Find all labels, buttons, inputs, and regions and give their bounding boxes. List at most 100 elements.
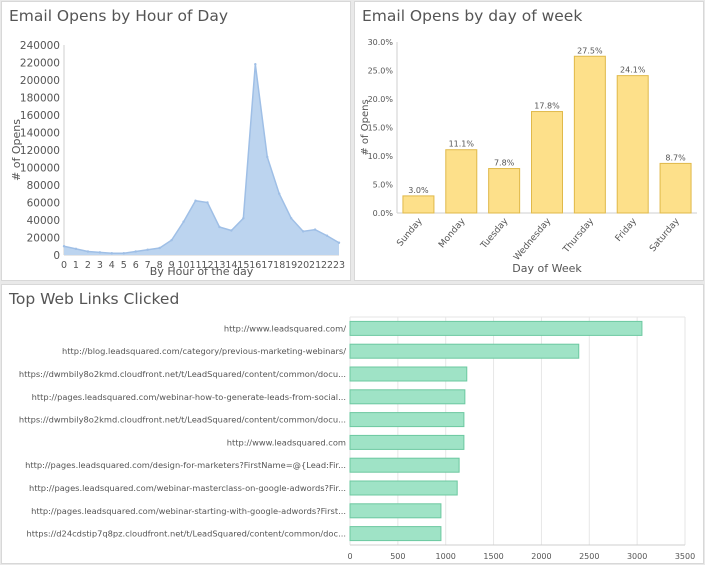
link-label: https://dwmbily8o2kmd.cloudfront.net/t/L…	[19, 369, 346, 379]
y-tick-label: 240000	[20, 40, 60, 52]
data-point	[86, 250, 90, 253]
bar-value-label: 7.8%	[494, 159, 515, 168]
x-tick-label: Saturday	[648, 216, 682, 254]
y-tick-label: 20.0%	[368, 95, 394, 104]
x-tick-label: 21	[309, 260, 321, 271]
y-tick-label: 180000	[20, 93, 60, 105]
x-tick-label: 19	[285, 260, 297, 271]
weekday-opens-chart: 0.0% 5.0% 10.0% 15.0% 20.0% 25.0% 30.0% 3.0% Sun…	[360, 38, 697, 275]
y-tick-label: 40000	[27, 215, 60, 227]
y-tick-label: 20000	[27, 233, 60, 245]
x-tick-label: 16	[249, 260, 261, 271]
y-tick-label: 200000	[20, 75, 60, 87]
y-tick-label: 0	[53, 250, 60, 262]
x-tick-label: 4	[109, 260, 115, 271]
web-links-chart: 0 500 1000 1500 2000 2500 3000 3500 http://www.l…	[19, 316, 695, 561]
y-tick-label: 0.0%	[373, 209, 394, 218]
opens-line	[63, 64, 340, 254]
x-tick-label: 8	[157, 260, 163, 271]
day-bar	[488, 168, 521, 214]
y-tick-label: 15.0%	[368, 124, 394, 133]
data-point	[254, 63, 257, 66]
x-tick-label: 5	[121, 260, 127, 271]
data-point	[301, 230, 305, 233]
data-point	[122, 252, 125, 255]
data-point	[218, 225, 221, 229]
y-tick-label: 30.0%	[368, 38, 394, 47]
data-point	[278, 192, 281, 195]
x-tick-label: 2000	[531, 552, 551, 561]
link-label: https://d24cdstip7q8pz.cloudfront.net/t/…	[27, 529, 346, 539]
x-axis-label: Day of Week	[512, 262, 582, 275]
x-tick-label: 500	[390, 552, 405, 561]
x-tick-label: 7	[145, 260, 151, 271]
y-tick-label: 160000	[20, 110, 60, 122]
x-tick-label: 6	[133, 260, 139, 271]
x-tick-label: 3	[97, 260, 103, 271]
data-point	[194, 199, 197, 202]
link-bar	[349, 366, 468, 382]
y-tick-label: 100000	[20, 163, 60, 175]
link-label: http://pages.leadsquared.com/webinar-how…	[32, 392, 346, 402]
data-point	[266, 155, 269, 159]
y-tick-label: 10.0%	[368, 152, 394, 161]
bar-value-label: 11.1%	[449, 140, 475, 149]
data-point	[110, 252, 114, 255]
y-tick-label: 140000	[20, 128, 60, 140]
hourly-opens-chart: 0 20000 40000 60000 80000 100000 120000 140000 1…	[10, 40, 345, 278]
link-bar	[349, 503, 442, 519]
y-tick-label: 80000	[27, 180, 60, 192]
link-bar	[349, 320, 643, 336]
x-axis-label: By Hour of the day	[150, 265, 254, 278]
x-tick-label: 10	[178, 260, 190, 271]
link-label: https://dwmbily8o2kmd.cloudfront.net/t/L…	[19, 415, 346, 425]
x-tick-label: 1	[73, 260, 79, 271]
link-bar	[349, 412, 465, 428]
data-point	[170, 238, 173, 242]
day-bar	[402, 195, 435, 214]
web-links-panel: Top Web Links Clicked 0 500 1000 1500 2000 25…	[1, 284, 704, 564]
link-bar	[349, 343, 580, 359]
weekday-opens-panel: Email Opens by day of week 0.0% 5.0% 10.0%…	[354, 1, 704, 281]
data-point	[206, 201, 209, 204]
x-tick-label: Friday	[614, 216, 640, 244]
x-tick-label: 13	[213, 260, 225, 271]
bar-value-label: 17.8%	[534, 102, 560, 111]
link-label: http://www.leadsquared.com/	[224, 323, 346, 333]
bar-value-label: 3.0%	[408, 186, 429, 195]
x-tick-label: 12	[201, 260, 213, 271]
link-label: http://blog.leadsquared.com/category/pre…	[62, 346, 346, 356]
day-bar	[445, 149, 478, 214]
day-bar	[531, 111, 563, 214]
x-tick-label: 3000	[627, 552, 647, 561]
day-bar	[573, 55, 606, 214]
data-point	[134, 250, 137, 253]
x-tick-label: Tuesday	[479, 216, 511, 252]
x-tick-label: Sunday	[395, 216, 425, 249]
y-tick-label: 5.0%	[373, 181, 394, 190]
x-tick-label: 17	[261, 260, 273, 271]
y-axis-label: # of Opens	[10, 119, 23, 181]
x-tick-label: 23	[333, 260, 345, 271]
bar-value-label: 27.5%	[577, 46, 603, 55]
y-tick-label: 60000	[27, 198, 60, 210]
link-bar	[349, 526, 442, 542]
bar-value-label: 24.1%	[620, 66, 646, 75]
x-tick-label: 11	[189, 260, 201, 271]
data-point	[289, 217, 293, 220]
data-point	[337, 241, 341, 244]
weekday-opens-title: Email Opens by day of week	[362, 7, 583, 25]
y-tick-label: 25.0%	[368, 67, 394, 76]
y-tick-label: 220000	[20, 58, 60, 70]
x-tick-label: 1000	[436, 552, 456, 561]
link-label: http://pages.leadsquared.com/webinar-sta…	[31, 506, 346, 516]
data-point	[313, 228, 317, 231]
day-bar	[616, 75, 649, 214]
data-point	[325, 234, 329, 237]
x-tick-label: 2	[85, 260, 91, 271]
data-point	[242, 217, 245, 220]
hourly-opens-title: Email Opens by Hour of Day	[9, 7, 229, 25]
web-links-title: Top Web Links Clicked	[9, 290, 180, 308]
y-tick-label: 120000	[20, 145, 60, 157]
x-tick-label: 15	[237, 260, 249, 271]
